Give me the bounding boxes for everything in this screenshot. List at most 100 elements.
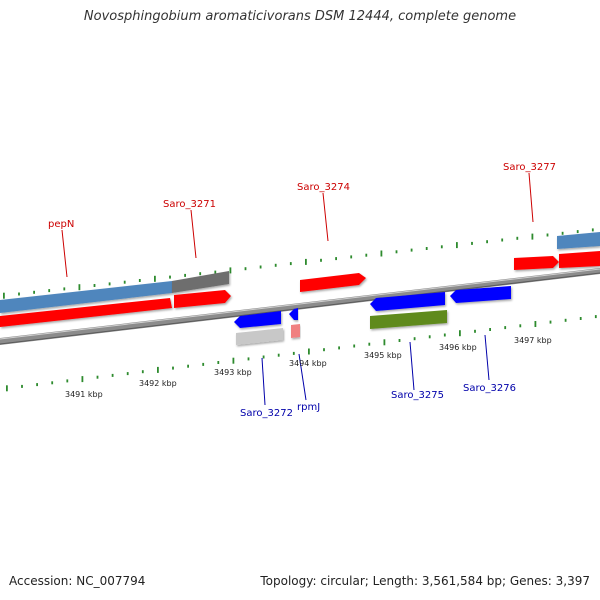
cds-rpmJ[interactable] xyxy=(289,308,298,320)
gene-label-saro3276[interactable]: Saro_3276 xyxy=(463,383,516,394)
minor-tick xyxy=(564,318,567,322)
gene-label-pepN[interactable]: pepN xyxy=(48,219,74,230)
feature-track-outer xyxy=(0,232,600,313)
major-tick xyxy=(78,284,81,291)
minor-tick xyxy=(141,370,144,374)
minor-tick xyxy=(516,236,519,240)
cds-saro3271[interactable] xyxy=(174,290,231,308)
minor-tick xyxy=(214,270,217,274)
minor-tick xyxy=(353,344,356,348)
major-tick xyxy=(154,275,156,282)
gene-bar-saro3272[interactable] xyxy=(236,328,283,345)
gene-bar-saro3275[interactable] xyxy=(370,310,447,329)
minor-tick xyxy=(51,381,54,385)
minor-tick xyxy=(350,255,353,259)
minor-tick xyxy=(549,320,552,324)
accession-text: Accession: NC_007794 xyxy=(9,574,146,588)
minor-tick xyxy=(320,258,322,262)
major-tick xyxy=(534,321,537,327)
kbp-labels: 3491 kbp 3492 kbp 3493 kbp 3494 kbp 3495… xyxy=(65,336,552,399)
cds-saro3276[interactable] xyxy=(450,286,511,303)
minor-tick xyxy=(66,379,69,383)
minor-tick xyxy=(338,346,340,350)
cds-saro3274[interactable] xyxy=(300,273,366,292)
minor-tick xyxy=(21,384,23,388)
minor-tick xyxy=(398,339,401,342)
minor-tick xyxy=(172,366,174,370)
gene-label-rpmJ[interactable]: rpmJ xyxy=(297,402,320,413)
kbp-label: 3497 kbp xyxy=(514,336,552,345)
minor-tick xyxy=(63,287,66,291)
major-tick xyxy=(229,267,232,274)
major-tick xyxy=(157,366,159,373)
feature-track-forward xyxy=(0,251,600,327)
minor-tick xyxy=(591,228,594,232)
cds-saro3272[interactable] xyxy=(234,311,281,328)
minor-tick xyxy=(199,272,202,276)
kbp-label: 3494 kbp xyxy=(289,359,327,368)
feature-track-reverse xyxy=(234,286,511,328)
minor-tick xyxy=(504,326,507,330)
kbp-label: 3496 kbp xyxy=(439,343,477,352)
minor-tick xyxy=(440,245,443,249)
gene-labels: pepN Saro_3271 Saro_3274 Saro_3277 Saro_… xyxy=(48,162,556,419)
minor-tick xyxy=(413,337,416,341)
gene-label-saro3274[interactable]: Saro_3274 xyxy=(297,182,350,193)
minor-tick xyxy=(111,373,114,377)
kbp-label: 3491 kbp xyxy=(65,390,103,399)
minor-tick xyxy=(292,351,295,355)
kbp-label: 3495 kbp xyxy=(364,351,402,360)
backbone xyxy=(0,268,600,345)
genome-summary-text: Topology: circular; Length: 3,561,584 bp… xyxy=(260,574,590,588)
minor-tick xyxy=(486,240,488,244)
minor-tick xyxy=(576,230,579,234)
gene-bar-pepN[interactable] xyxy=(0,281,172,313)
tick-track-lower xyxy=(6,315,597,392)
minor-tick xyxy=(365,253,368,257)
minor-tick xyxy=(187,364,189,368)
major-tick xyxy=(380,250,383,257)
cds-pepN[interactable] xyxy=(0,298,172,327)
minor-tick xyxy=(48,289,51,293)
cds-saro3275[interactable] xyxy=(370,292,445,311)
major-tick xyxy=(6,385,8,392)
major-tick xyxy=(305,258,307,265)
major-tick xyxy=(81,376,84,383)
minor-tick xyxy=(425,247,428,250)
minor-tick xyxy=(474,329,476,333)
cds-saro3277-a[interactable] xyxy=(514,256,559,270)
minor-tick xyxy=(395,250,398,254)
minor-tick xyxy=(262,355,265,359)
minor-tick xyxy=(561,231,564,235)
minor-tick xyxy=(579,317,582,320)
minor-tick xyxy=(259,265,262,269)
minor-tick xyxy=(443,333,446,337)
gene-bar-saro3271[interactable] xyxy=(172,271,229,293)
minor-tick xyxy=(244,267,247,271)
gene-bar-saro3277[interactable] xyxy=(557,232,600,249)
minor-tick xyxy=(489,328,491,331)
feature-track-inner xyxy=(236,310,447,345)
major-tick xyxy=(456,242,458,249)
minor-tick xyxy=(202,362,205,366)
minor-tick xyxy=(169,275,171,279)
minor-tick xyxy=(410,248,413,252)
minor-tick xyxy=(368,342,371,346)
gene-label-saro3272[interactable]: Saro_3272 xyxy=(240,408,293,419)
gene-bar-rpmJ[interactable] xyxy=(291,324,300,338)
minor-tick xyxy=(247,357,250,361)
minor-tick xyxy=(126,372,129,376)
minor-tick xyxy=(594,315,597,319)
major-tick xyxy=(308,348,310,355)
minor-tick xyxy=(277,353,280,357)
gene-label-saro3277[interactable]: Saro_3277 xyxy=(503,162,556,173)
kbp-label: 3493 kbp xyxy=(214,368,252,377)
gene-label-saro3271[interactable]: Saro_3271 xyxy=(163,199,216,210)
minor-tick xyxy=(519,324,522,328)
major-tick xyxy=(3,292,5,299)
gene-label-saro3275[interactable]: Saro_3275 xyxy=(391,390,444,401)
cds-saro3277-b[interactable] xyxy=(559,251,600,268)
minor-tick xyxy=(184,273,186,277)
tick-track-upper xyxy=(3,228,594,299)
